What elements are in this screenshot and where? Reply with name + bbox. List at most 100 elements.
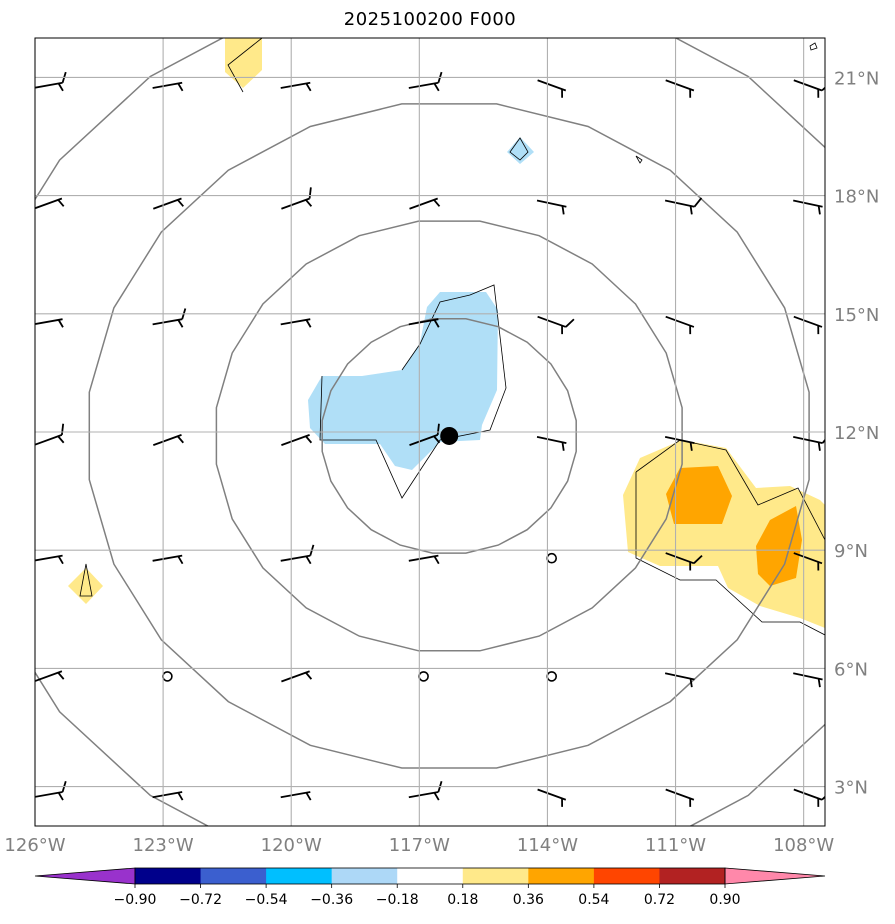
- colorbar-swatch: [266, 868, 333, 884]
- wind-barb: [152, 308, 187, 328]
- wind-barb: [409, 197, 441, 210]
- wind-barb: [162, 671, 173, 682]
- map-frame: [34, 37, 826, 827]
- lon-label: 123°W: [133, 835, 194, 856]
- wind-barb: [793, 552, 823, 571]
- lon-label: 114°W: [517, 835, 578, 856]
- anomaly-contours: [79, 38, 825, 636]
- wind-barb: [546, 552, 558, 564]
- wind-barb: [793, 199, 823, 215]
- wind-barb: [408, 781, 443, 801]
- wind-barb: [35, 318, 64, 328]
- wind-barb: [35, 670, 65, 683]
- wind-barb: [665, 552, 703, 571]
- wind-barb: [281, 434, 313, 446]
- wind-barb: [280, 81, 312, 92]
- wind-barb: [664, 197, 703, 215]
- longitude-labels: 126°W 123°W 120°W 117°W 114°W 111°W 108°W: [4, 835, 834, 856]
- wind-barb: [536, 436, 567, 451]
- wind-barb: [280, 544, 315, 565]
- wind-barb: [793, 433, 825, 451]
- range-ring: [215, 220, 683, 652]
- colorbar-swatch: [593, 868, 660, 884]
- colorbar-tick-label: −0.90: [114, 892, 157, 908]
- wind-barb: [665, 315, 695, 335]
- wind-barb: [281, 670, 313, 683]
- lat-label: 6°N: [834, 659, 868, 680]
- range-ring: [35, 38, 825, 826]
- wind-barb: [152, 81, 184, 92]
- wind-barb: [664, 436, 695, 451]
- colorbar-extend-low: [34, 867, 136, 885]
- wind-barb: [546, 671, 558, 682]
- colorbar-swatch: [462, 868, 529, 884]
- colorbar-tick-label: −0.54: [245, 892, 288, 908]
- wind-barb: [793, 315, 823, 335]
- wind-barb: [408, 554, 440, 565]
- wind-barb: [35, 197, 65, 210]
- lat-label: 12°N: [834, 423, 879, 444]
- wind-barb: [408, 71, 443, 92]
- wind-barb: [793, 788, 825, 807]
- colorbar-tick-label: −0.36: [310, 892, 353, 908]
- wind-barb: [281, 187, 313, 210]
- wind-barb: [152, 197, 184, 210]
- negative-anomaly-region: [308, 137, 534, 470]
- wind-barb: [418, 671, 429, 682]
- wind-barb: [152, 434, 184, 446]
- lat-label: 18°N: [834, 187, 879, 208]
- colorbar-swatch: [200, 868, 267, 884]
- colorbar-extend-high: [724, 867, 826, 885]
- lat-label: 15°N: [834, 305, 879, 326]
- wind-barb: [280, 318, 312, 328]
- wind-barb: [408, 318, 440, 328]
- wind-barb: [409, 423, 441, 446]
- wind-barb: [537, 315, 575, 335]
- wind-barb: [152, 791, 184, 801]
- colorbar-tick-label: −0.72: [179, 892, 222, 908]
- wind-barb: [537, 788, 567, 807]
- wind-barb: [792, 884, 823, 898]
- graticule: [34, 38, 825, 826]
- colorbar-tick-label: 0.18: [447, 892, 478, 908]
- latitude-labels: 21°N 18°N 15°N 12°N 9°N 6°N 3°N: [834, 68, 879, 798]
- wind-barb: [793, 672, 823, 688]
- map-title: 2025100200 F000: [343, 9, 517, 30]
- wind-barb: [35, 554, 64, 565]
- colorbar-swatch: [528, 868, 595, 884]
- colorbar-tick-label: 0.90: [709, 892, 740, 908]
- colorbar-tick-label: 0.36: [513, 892, 544, 908]
- lon-label: 126°W: [4, 835, 65, 856]
- wind-barb: [280, 791, 312, 801]
- wind-barb: [793, 79, 825, 98]
- lon-label: 108°W: [773, 835, 834, 856]
- wind-barb: [665, 788, 695, 807]
- colorbar-swatch: [397, 868, 464, 884]
- lon-label: 111°W: [645, 835, 706, 856]
- lat-label: 3°N: [834, 778, 868, 799]
- wind-barb: [35, 781, 67, 801]
- wind-barb: [537, 79, 567, 98]
- storm-center-marker: [440, 426, 459, 445]
- colorbar-tick-label: 0.72: [644, 892, 675, 908]
- wind-barb: [34, 882, 65, 900]
- colorbar-tick-label: −0.18: [376, 892, 419, 908]
- wind-barb: [536, 199, 567, 215]
- lon-label: 117°W: [389, 835, 450, 856]
- wind-barb: [664, 672, 695, 688]
- wind-barb: [152, 554, 184, 565]
- colorbar-swatch: [135, 868, 202, 884]
- wind-barb: [665, 79, 695, 98]
- colorbar-frame: [134, 867, 726, 885]
- wind-barb: [35, 71, 67, 92]
- lat-label: 9°N: [834, 541, 868, 562]
- wind-barb: [35, 423, 65, 446]
- lon-label: 120°W: [261, 835, 322, 856]
- range-ring: [88, 103, 810, 769]
- colorbar-swatch: [331, 868, 398, 884]
- range-rings: [35, 38, 825, 826]
- colorbar-swatch: [659, 868, 726, 884]
- range-ring: [321, 318, 577, 554]
- lat-label: 21°N: [834, 68, 879, 89]
